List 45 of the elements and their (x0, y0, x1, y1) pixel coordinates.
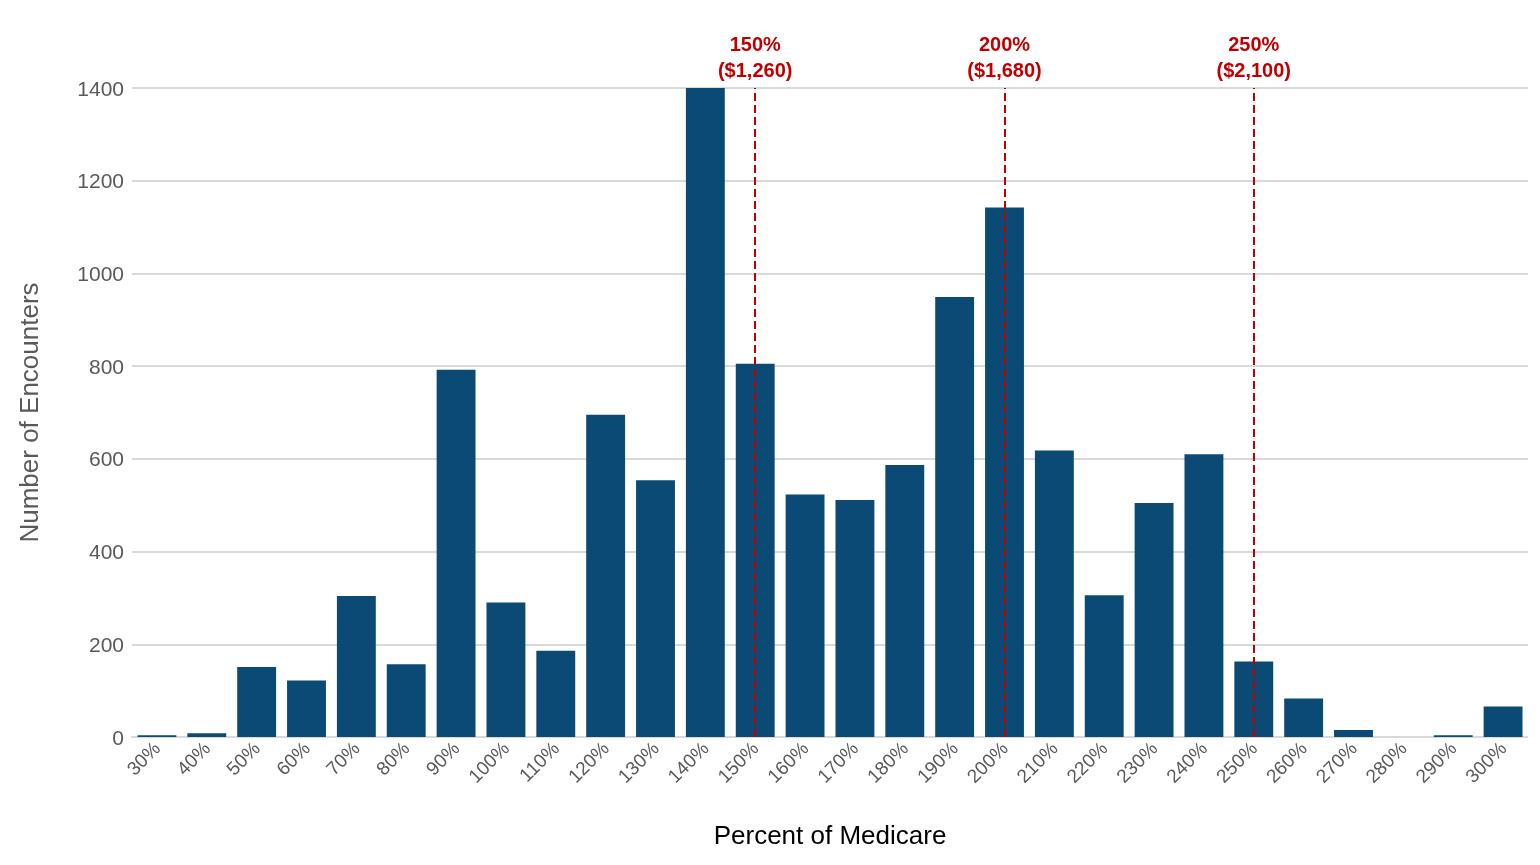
ref-line-label: 150% ($1,260) (717, 33, 793, 81)
bar (386, 664, 426, 737)
y-tick-label: 0 (112, 725, 124, 749)
bar (835, 500, 875, 737)
bar (586, 414, 626, 737)
ref-line-label: 250% ($2,100) (1216, 33, 1292, 81)
bar (237, 667, 277, 737)
bar (336, 596, 376, 737)
bar (486, 602, 526, 737)
y-tick-label: 200 (88, 632, 124, 656)
bar (735, 363, 775, 737)
bar (1284, 698, 1324, 737)
bar (1334, 730, 1373, 737)
x-tick-label: 80% (371, 737, 414, 780)
y-tick-label: 1400 (77, 76, 124, 100)
x-tick-label: 90% (421, 737, 464, 780)
bar (1134, 502, 1174, 737)
bar (1184, 454, 1224, 737)
bar (1034, 450, 1074, 737)
y-tick-label: 400 (88, 540, 124, 564)
bar (536, 650, 576, 737)
bar (287, 680, 326, 737)
bar (985, 207, 1024, 737)
x-tick-label: 60% (272, 737, 315, 780)
x-axis-title: Percent of Medicare (713, 820, 947, 850)
bar (187, 733, 227, 737)
y-axis-title: Number of Encounters (14, 282, 44, 543)
bar (1483, 706, 1523, 737)
bar (935, 297, 975, 737)
bar (685, 88, 725, 737)
x-tick-label: 40% (172, 737, 215, 780)
y-tick-label: 1000 (77, 261, 124, 285)
bar (636, 480, 675, 737)
y-tick-label: 1200 (77, 169, 124, 193)
ref-line-label: 200% ($1,680) (967, 33, 1042, 81)
bar (1234, 661, 1274, 737)
bar (785, 494, 825, 737)
y-tick-label: 800 (88, 354, 124, 378)
y-tick-label: 600 (88, 447, 124, 471)
x-tick-label: 70% (322, 737, 364, 780)
bar (1084, 595, 1124, 737)
x-tick-label: 50% (222, 737, 265, 780)
bar (885, 464, 925, 737)
bar (436, 369, 476, 737)
x-tick-label: 30% (122, 737, 165, 780)
